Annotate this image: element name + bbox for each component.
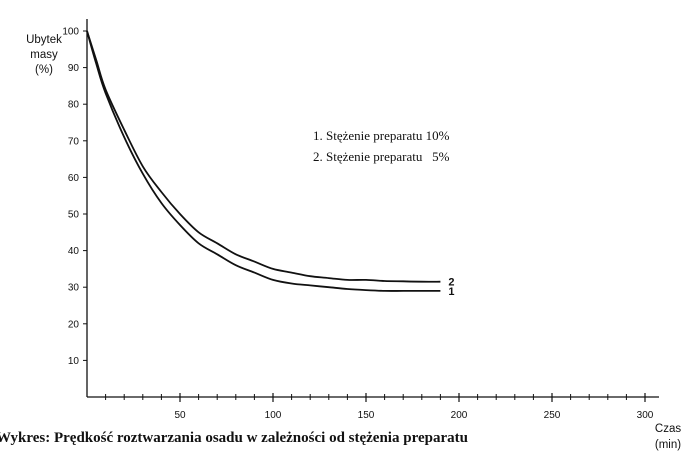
y-tick-label: 90 — [68, 63, 80, 74]
x-ticks: 50 100 150 200 250 300 — [174, 393, 654, 421]
legend: 1. Stężenie preparatu 10% 2. Stężenie pr… — [313, 128, 450, 164]
chart-axes — [86, 19, 659, 398]
y-tick-label: 20 — [68, 319, 80, 330]
x-tick-label: 300 — [637, 410, 654, 421]
x-tick-label: 50 — [174, 410, 186, 421]
x-tick-label: 200 — [451, 410, 468, 421]
y-tick-label: 10 — [68, 356, 80, 367]
chart-title: Wykres: Prędkość roztwarzania osadu w za… — [0, 430, 468, 446]
y-ticks: 10 20 30 40 50 60 70 80 90 100 — [62, 27, 87, 367]
series-label-2: 2 — [448, 277, 454, 289]
y-tick-label: 70 — [68, 136, 80, 147]
x-tick-label: 250 — [544, 410, 561, 421]
y-tick-label: 50 — [68, 210, 80, 221]
y-axis-title: Ubytek masy (%) — [26, 34, 62, 76]
series-label-1: 1 — [448, 286, 454, 298]
series-layer: 12 — [86, 30, 455, 298]
y-tick-label: 60 — [68, 173, 80, 184]
x-tick-label: 150 — [358, 410, 375, 421]
y-tick-label: 80 — [68, 100, 80, 111]
legend-item-1: 1. Stężenie preparatu 10% — [313, 128, 450, 143]
y-tick-label: 40 — [68, 246, 80, 257]
y-tick-label: 100 — [62, 27, 79, 38]
x-tick-label: 100 — [265, 410, 282, 421]
y-tick-label: 30 — [68, 283, 80, 294]
series-line-2 — [86, 30, 441, 283]
x-axis-title: Czas (min) — [655, 423, 681, 451]
series-line-1 — [86, 30, 441, 292]
legend-item-2: 2. Stężenie preparatu 5% — [313, 149, 450, 164]
